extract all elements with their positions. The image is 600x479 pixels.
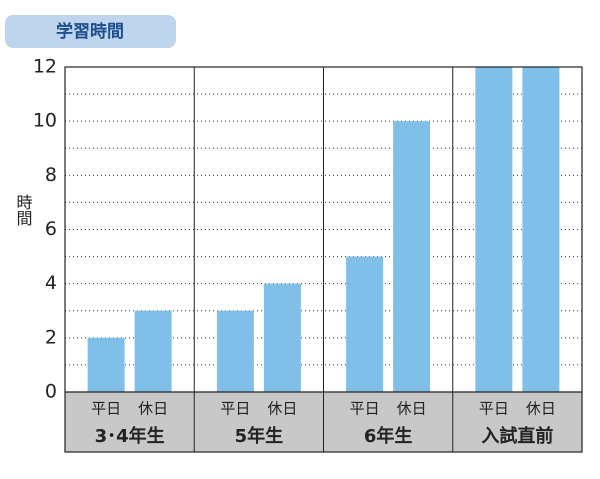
y-tick-label: 8 <box>45 164 57 186</box>
bar <box>216 310 254 392</box>
x-tick-label: 5年生 <box>235 425 284 447</box>
bar <box>263 283 301 392</box>
series-label: 休日 <box>397 400 427 418</box>
bar <box>134 310 172 392</box>
bar <box>87 337 125 392</box>
bar <box>393 121 431 393</box>
bar <box>475 67 513 392</box>
bar <box>346 256 384 392</box>
y-tick-label: 4 <box>45 272 57 294</box>
y-tick-label: 6 <box>45 218 57 240</box>
series-label: 休日 <box>267 400 297 418</box>
y-tick-label: 12 <box>33 56 57 78</box>
bar <box>522 67 560 392</box>
y-tick-label: 2 <box>45 326 57 348</box>
title-badge <box>5 15 176 48</box>
series-label: 平日 <box>479 400 509 418</box>
x-tick-label: 6年生 <box>364 425 413 447</box>
chart-title: 学習時間 <box>56 21 124 42</box>
y-tick-label: 10 <box>33 110 57 132</box>
x-tick-label: 入試直前 <box>481 425 553 447</box>
series-label: 休日 <box>526 400 556 418</box>
y-tick-label: 0 <box>45 381 57 403</box>
x-tick-label: 3･4年生 <box>95 425 165 447</box>
series-label: 休日 <box>138 400 168 418</box>
series-label: 平日 <box>350 400 380 418</box>
series-label: 平日 <box>91 400 121 418</box>
series-label: 平日 <box>220 400 250 418</box>
plot-frame <box>64 66 583 453</box>
y-axis-label: 時間 <box>14 194 33 227</box>
